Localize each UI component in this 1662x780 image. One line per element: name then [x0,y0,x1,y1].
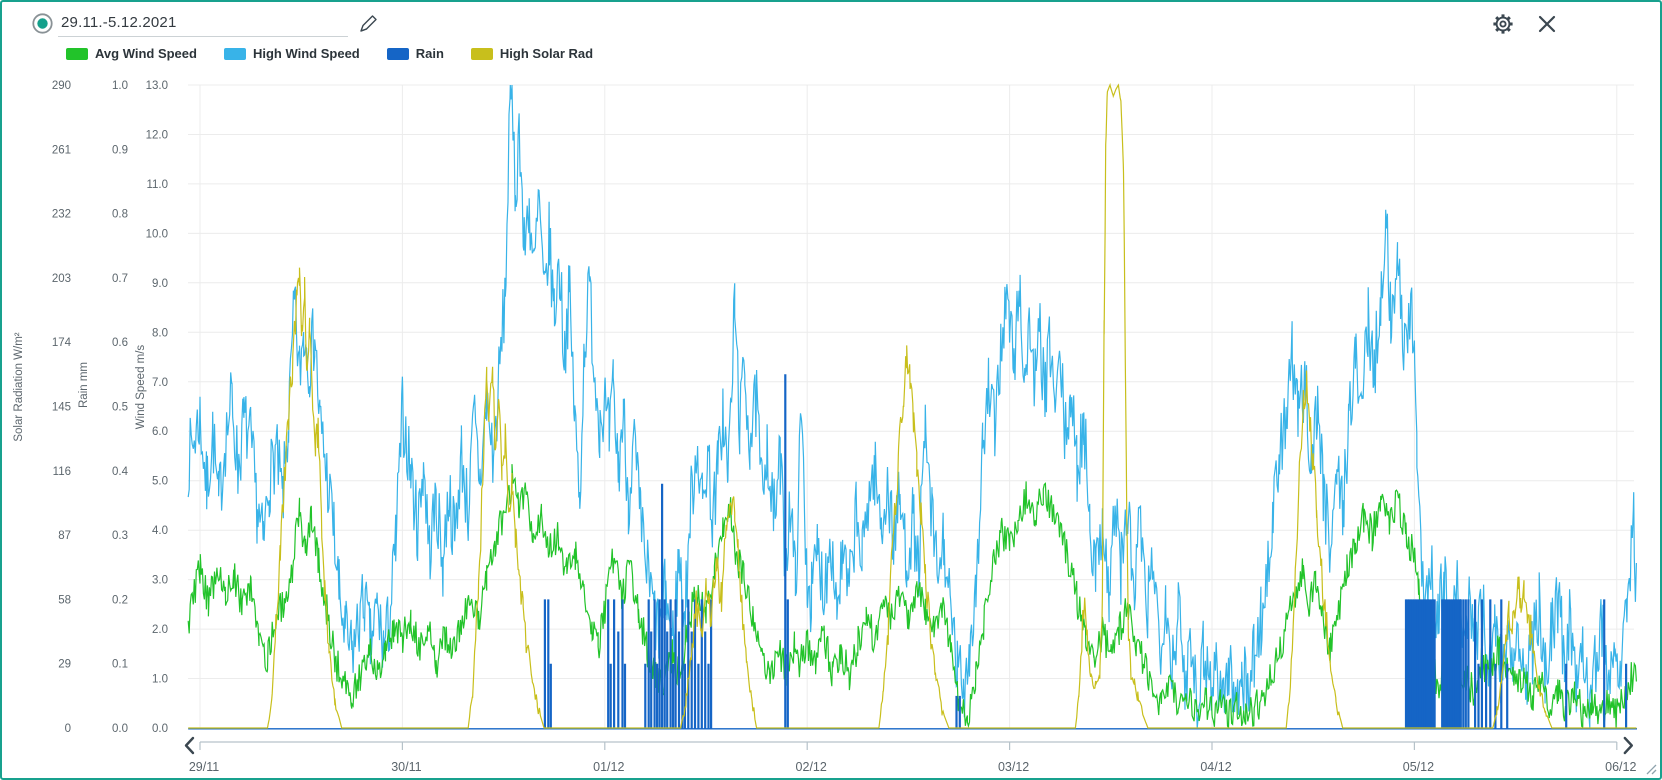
date-range-input[interactable]: 29.11.-5.12.2021 [61,14,177,31]
rain-swatch [386,47,409,60]
gridlines [188,84,1634,728]
y-tick-label: 0.1 [112,659,128,671]
x-tick-label: 30/11 [391,760,421,774]
y-tick-label: 0.4 [112,466,129,478]
y-tick-label: 1.0 [152,674,168,686]
x-axis-date-labels: 29/11 30/11 01/12 02/12 03/12 04/12 05/12 06/12 [189,760,1637,774]
series-rain-bars [188,374,1637,730]
y-tick-label: 145 [52,402,71,414]
y-tick-label: 0.0 [152,723,168,735]
series-high-solar-rad [188,82,1637,729]
x-tick-label: 04/12 [1200,760,1231,774]
y-tick-label: 5.0 [152,476,168,488]
y-tick-label: 8.0 [152,327,168,339]
legend-label: Rain [415,46,444,61]
y-tick-label: 4.0 [152,525,168,537]
legend-item-high-solar-rad[interactable]: High Solar Rad [470,46,594,61]
y-tick-label: 0.3 [112,530,128,542]
y-tick-label: 87 [58,530,71,542]
x-axis-scrollbar[interactable] [199,741,1618,750]
legend-item-rain[interactable]: Rain [386,46,444,61]
y-tick-label: 58 [58,594,71,606]
x-tick-label: 29/11 [189,760,219,774]
y-tick-label: 261 [52,144,71,156]
legend-label: Avg Wind Speed [95,46,197,61]
settings-gear-icon[interactable] [1491,12,1515,36]
y-tick-label: 0.0 [112,723,128,735]
y-tick-label: 0 [65,723,71,735]
y-tick-label: 1.0 [112,80,128,92]
date-range-radio-icon[interactable] [32,13,53,34]
legend-label: High Wind Speed [252,46,360,61]
y-tick-label: 0.2 [112,594,128,606]
x-tick-label: 02/12 [796,760,827,774]
high-wind-swatch [223,47,246,60]
y-tick-label: 13.0 [146,80,168,92]
x-tick-label: 06/12 [1605,760,1636,774]
resize-handle-icon[interactable] [1643,761,1657,775]
date-input-underline [58,36,348,37]
series-avg-wind-speed [187,464,1637,729]
y-tick-label: 10.0 [146,228,168,240]
legend-item-avg-wind-speed[interactable]: Avg Wind Speed [66,46,197,61]
x-tick-label: 03/12 [998,760,1029,774]
x-tick-label: 01/12 [593,760,624,774]
y-tick-label: 203 [52,273,71,285]
y-tick-label: 0.6 [112,337,128,349]
y-tick-label: 29 [58,659,71,671]
y-tick-label: 11.0 [146,179,168,191]
y-tick-label: 6.0 [152,426,168,438]
close-icon[interactable] [1537,14,1557,34]
y-tick-label: 232 [52,209,71,221]
y-tick-label: 0.5 [112,402,128,414]
scroll-left-icon[interactable] [184,736,195,755]
solar-swatch [470,47,493,60]
edit-pencil-icon[interactable] [357,13,379,35]
y-tick-label: 7.0 [152,377,168,389]
x-tick-label: 05/12 [1403,760,1434,774]
scroll-right-icon[interactable] [1623,736,1634,755]
y-axis-tick-labels: 29026123220317414511687582901.00.90.80.7… [52,80,168,735]
series-high-wind-speed [187,84,1637,729]
y-tick-label: 9.0 [152,278,168,290]
y-tick-label: 0.7 [112,273,128,285]
legend-label: High Solar Rad [499,46,594,61]
y-tick-label: 3.0 [152,575,168,587]
y-tick-label: 290 [52,80,71,92]
y-tick-label: 12.0 [146,130,168,142]
y-tick-label: 174 [52,337,72,349]
avg-wind-swatch [66,47,88,60]
y-tick-label: 0.9 [112,144,128,156]
y-tick-label: 0.8 [112,209,128,221]
legend-item-high-wind-speed[interactable]: High Wind Speed [223,46,360,61]
y-tick-label: 2.0 [152,624,168,636]
legend: Avg Wind Speed High Wind Speed Rain High… [66,46,593,61]
y-tick-label: 116 [53,466,71,478]
